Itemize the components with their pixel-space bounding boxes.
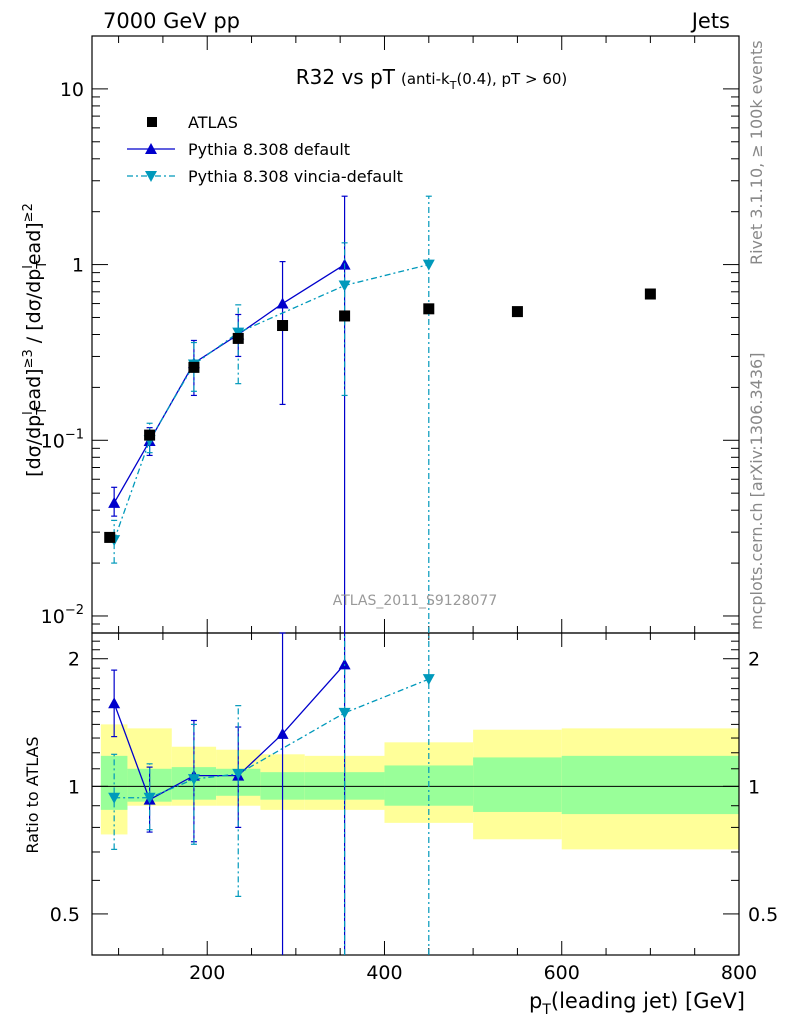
ylabel-part-5: / [dσ/dp	[23, 269, 45, 350]
category-label: Jets	[690, 9, 730, 33]
vincia-ratio-point	[187, 774, 200, 786]
rivet-label: Rivet 3.1.10, ≥ 100k events	[747, 40, 766, 265]
ylabel-part-0: [dσ/dp	[23, 415, 45, 477]
ratio-y-tick-label: 1	[68, 776, 80, 798]
vincia-ratio-point	[422, 674, 435, 686]
vincia-ratio-point	[338, 707, 351, 719]
atlas-point	[644, 288, 656, 300]
vincia-point	[338, 280, 351, 292]
atlas-point	[423, 303, 435, 315]
ylabel-part-4: ≥3	[21, 349, 36, 368]
ylabel-part-7: l	[21, 265, 36, 269]
legend-default-label: Pythia 8.308 default	[188, 140, 350, 159]
subtitle-part: (anti-k	[401, 70, 450, 88]
y-tick-label: 10−2	[41, 603, 84, 628]
y-tick-label: 10	[60, 79, 84, 101]
analysis-id: ATLAS_2011_S9128077	[333, 593, 498, 609]
atlas-point	[104, 531, 116, 543]
legend: ATLAS Pythia 8.308 default Pythia 8.308 …	[127, 113, 403, 186]
ratio-uncertainty-bands	[92, 724, 739, 850]
vincia-point	[422, 259, 435, 271]
y-tick-base: 1	[72, 255, 84, 277]
ratio-panel-frame	[91, 632, 740, 956]
ylabel-part-2: l	[21, 411, 36, 415]
ylabel-part-8: ead]	[23, 222, 45, 265]
vincia-ratio-line	[114, 678, 430, 799]
vincia-series-line	[113, 263, 429, 541]
xlabel-sub: T	[541, 1002, 551, 1018]
axis-ticks	[92, 35, 740, 956]
x-tick-label: 800	[721, 962, 757, 984]
ratio-y-tick-label-right: 0.5	[748, 904, 778, 926]
vincia-ratio-point	[143, 792, 156, 804]
vincia-ratio-point	[232, 768, 245, 780]
atlas-point	[232, 332, 244, 344]
ratio-y-axis-label: Ratio to ATLAS	[23, 736, 42, 853]
atlas-point	[188, 361, 200, 373]
legend-vincia-label: Pythia 8.308 vincia-default	[188, 167, 403, 186]
subtitle-rest: (0.4), pT > 60)	[456, 70, 567, 88]
default-ratio-point	[108, 697, 121, 709]
default-ratio-point	[338, 658, 351, 670]
legend-atlas-marker	[147, 117, 157, 127]
y-tick-label: 10−1	[41, 427, 84, 452]
xlabel-rest: (leading jet) [GeV]	[551, 989, 745, 1013]
atlas-point	[277, 320, 289, 332]
y-tick-base: 10	[41, 606, 65, 628]
band-inner	[561, 755, 739, 815]
data-marks	[104, 195, 656, 955]
y-tick-exp: −1	[65, 427, 84, 442]
y-axis-label: [dσ/dpTlead]≥3 / [dσ/dpTlead]≥2	[21, 203, 50, 477]
xlabel-main: p	[529, 989, 542, 1013]
x-axis-label: pT(leading jet) [GeV]	[529, 989, 745, 1018]
ylabel-part-9: ≥2	[21, 203, 36, 222]
energy-label: 7000 GeV pp	[103, 9, 240, 33]
y-tick-base: 10	[41, 430, 65, 452]
ylabel-part-6: T	[35, 261, 50, 270]
band-inner	[473, 757, 562, 812]
ratio-y-tick-label: 0.5	[50, 904, 80, 926]
ratio-y-tick-label-right: 1	[748, 776, 760, 798]
subtitle-index: T	[449, 79, 457, 92]
legend-atlas-label: ATLAS	[188, 113, 238, 132]
atlas-point	[511, 306, 523, 318]
legend-vincia-marker	[145, 171, 157, 182]
legend-default-marker	[145, 143, 157, 154]
chart-title: R32 vs pT	[296, 65, 396, 89]
chart-subtitle: (anti-kT(0.4), pT > 60)	[401, 70, 567, 92]
x-tick-label: 200	[189, 962, 225, 984]
vincia-ratio-point	[108, 792, 121, 804]
default-point	[276, 297, 289, 309]
default-ratio-line	[113, 663, 346, 801]
ylabel-part-1: T	[35, 407, 50, 416]
x-tick-label: 600	[544, 962, 580, 984]
x-tick-label: 400	[366, 962, 402, 984]
mcplots-label: mcplots.cern.ch [arXiv:1306.3436]	[747, 353, 766, 630]
ratio-y-tick-label: 2	[68, 649, 80, 671]
y-tick-base: 10	[60, 79, 84, 101]
y-tick-exp: −2	[65, 603, 84, 618]
atlas-point	[339, 310, 351, 322]
y-tick-label: 1	[72, 255, 84, 277]
default-ratio-point	[276, 727, 289, 739]
default-point	[108, 496, 121, 508]
ratio-y-tick-label-right: 2	[748, 649, 760, 671]
atlas-point	[144, 429, 156, 441]
ylabel-part-3: ead]	[23, 368, 45, 411]
